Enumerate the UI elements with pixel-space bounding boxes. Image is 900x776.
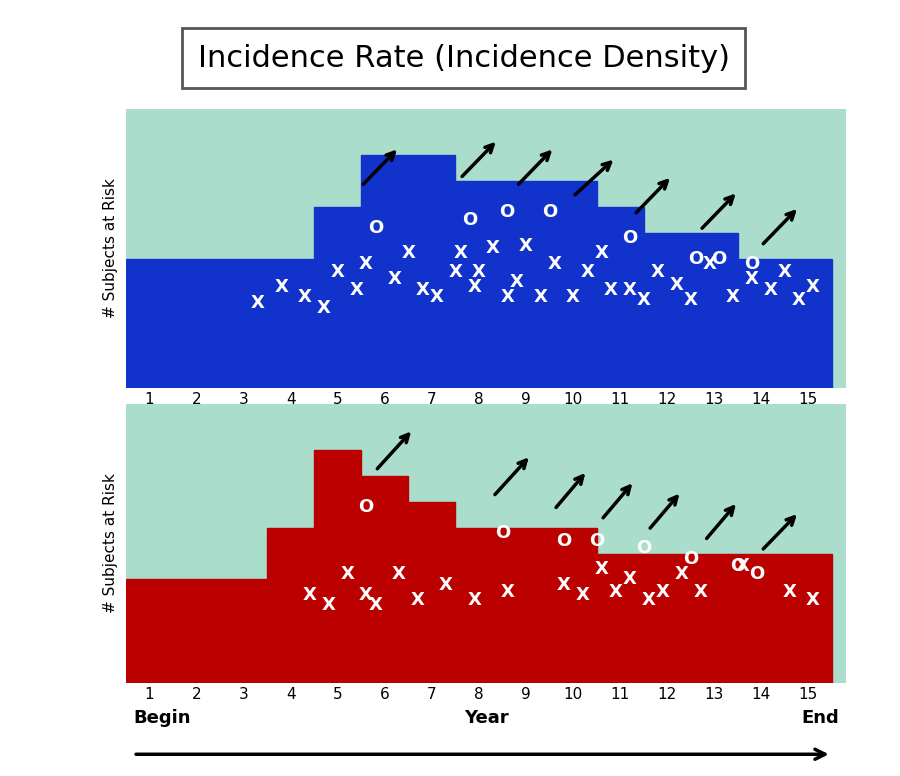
Text: Begin: Begin: [133, 709, 191, 727]
Text: Year: Year: [464, 709, 508, 727]
Text: X: X: [764, 281, 778, 299]
Text: O: O: [368, 219, 383, 237]
Text: O: O: [688, 250, 703, 268]
Text: X: X: [317, 299, 330, 317]
Text: X: X: [778, 262, 792, 281]
Text: X: X: [693, 584, 707, 601]
Polygon shape: [126, 450, 832, 683]
Text: O: O: [636, 539, 652, 557]
Text: O: O: [358, 498, 374, 516]
Text: X: X: [684, 291, 698, 309]
Text: X: X: [509, 273, 524, 291]
Text: X: X: [448, 262, 463, 281]
Text: X: X: [636, 291, 651, 309]
Text: O: O: [683, 549, 698, 568]
Text: O: O: [462, 211, 477, 229]
Text: X: X: [735, 557, 750, 576]
Text: X: X: [783, 584, 796, 601]
Text: X: X: [566, 289, 580, 307]
Text: X: X: [651, 262, 665, 281]
Text: X: X: [608, 584, 622, 601]
Polygon shape: [126, 155, 832, 388]
Text: O: O: [495, 524, 510, 542]
Text: X: X: [298, 289, 311, 307]
Text: Incidence Rate (Incidence Density): Incidence Rate (Incidence Density): [197, 43, 730, 73]
Text: X: X: [500, 289, 514, 307]
Text: O: O: [542, 203, 557, 221]
Text: X: X: [368, 596, 382, 615]
Text: X: X: [792, 291, 806, 309]
Text: X: X: [500, 584, 514, 601]
Text: X: X: [439, 576, 453, 594]
Text: X: X: [359, 586, 373, 604]
Text: X: X: [726, 289, 740, 307]
Text: X: X: [575, 586, 590, 604]
Text: X: X: [454, 244, 467, 262]
Text: X: X: [806, 591, 820, 609]
Y-axis label: # Subjects at Risk: # Subjects at Risk: [103, 473, 118, 613]
Text: X: X: [387, 270, 401, 289]
Text: X: X: [604, 281, 617, 299]
Text: X: X: [251, 293, 265, 312]
Text: X: X: [472, 262, 486, 281]
Text: End: End: [801, 709, 839, 727]
Text: O: O: [622, 229, 637, 247]
Text: X: X: [416, 281, 429, 299]
Text: X: X: [302, 586, 317, 604]
Text: X: X: [401, 244, 415, 262]
Text: X: X: [674, 565, 688, 584]
Text: X: X: [350, 281, 364, 299]
Text: X: X: [410, 591, 425, 609]
Text: X: X: [594, 244, 608, 262]
Text: X: X: [655, 584, 670, 601]
Text: X: X: [321, 596, 336, 615]
Text: X: X: [557, 576, 571, 594]
Text: X: X: [274, 278, 288, 296]
Text: O: O: [730, 557, 745, 576]
Text: X: X: [580, 262, 594, 281]
Text: X: X: [331, 262, 345, 281]
Text: O: O: [711, 250, 726, 268]
Text: O: O: [556, 532, 572, 549]
Text: X: X: [670, 275, 683, 293]
Text: X: X: [392, 565, 406, 584]
Text: O: O: [749, 565, 764, 584]
Text: X: X: [745, 270, 759, 289]
Text: X: X: [623, 570, 636, 588]
Text: X: X: [467, 278, 482, 296]
Y-axis label: # Subjects at Risk: # Subjects at Risk: [103, 178, 118, 318]
Text: X: X: [519, 237, 533, 255]
Text: O: O: [744, 255, 760, 273]
Text: X: X: [547, 255, 562, 273]
Text: X: X: [806, 278, 820, 296]
Text: X: X: [429, 289, 444, 307]
Text: X: X: [623, 281, 636, 299]
Text: X: X: [594, 560, 608, 578]
Text: X: X: [359, 255, 373, 273]
Text: X: X: [340, 565, 354, 584]
Text: X: X: [703, 255, 716, 273]
Text: X: X: [533, 289, 547, 307]
Text: X: X: [642, 591, 655, 609]
Text: O: O: [589, 532, 604, 549]
Text: O: O: [500, 203, 515, 221]
Text: X: X: [467, 591, 482, 609]
Text: X: X: [486, 239, 500, 258]
